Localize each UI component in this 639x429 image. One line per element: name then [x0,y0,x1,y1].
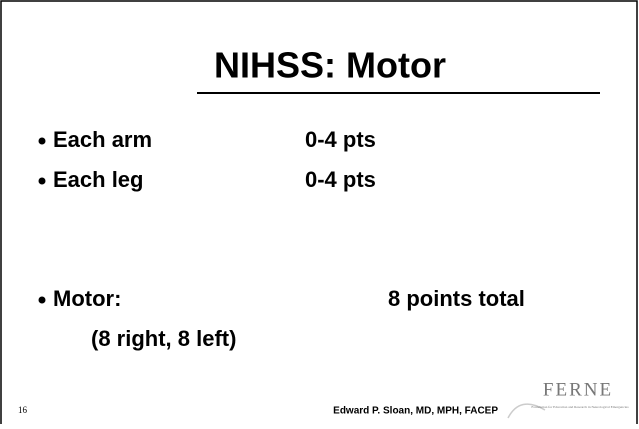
item-value: 8 points total [388,286,525,311]
logo-swoosh [507,403,546,419]
logo-text: FERNE [543,379,613,400]
item-value: 0-4 pts [305,167,376,192]
slide-title: NIHSS: Motor [214,45,446,86]
item-value: 0-4 pts [305,127,376,152]
item-label: Motor: [53,286,121,311]
logo: FERNE Foundation for Education and Resea… [507,379,629,419]
footer-author: Edward P. Sloan, MD, MPH, FACEP [333,406,498,417]
logo-caption: Foundation for Education and Research in… [531,405,629,409]
item-note: (8 right, 8 left) [91,326,236,351]
bullet [38,137,46,145]
item-label: Each leg [53,167,143,192]
bullet [38,177,46,185]
bullet [38,296,46,304]
item-label: Each arm [53,127,152,152]
page-number: 16 [18,405,28,415]
